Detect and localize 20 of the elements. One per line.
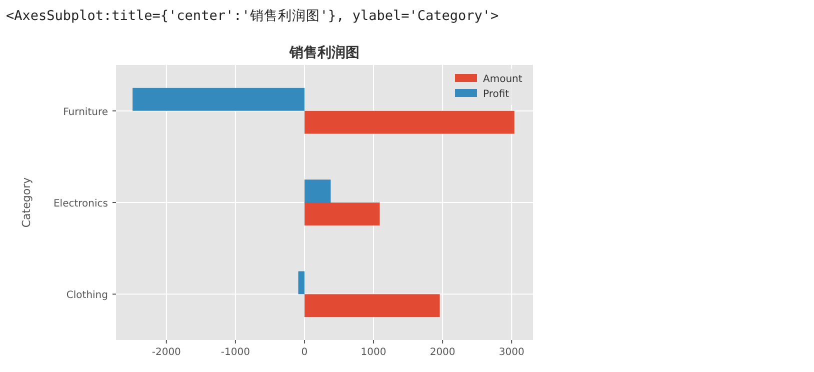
bar — [304, 294, 440, 318]
legend-label: Amount — [483, 74, 522, 85]
x-tick-label: 2000 — [430, 347, 456, 358]
y-tick-label: Clothing — [66, 290, 108, 302]
legend-label: Profit — [483, 89, 510, 100]
bar — [304, 110, 514, 134]
x-tick-label: -1000 — [220, 347, 250, 358]
text: <AxesSubplot:title={'center':'销售利润图'}, ylabel='Category'> — [6, 8, 499, 24]
x-tick-label: 3000 — [498, 347, 524, 358]
x-tick-label: 1000 — [360, 347, 386, 358]
bar — [304, 180, 331, 202]
chart-title: 销售利润图 — [288, 44, 360, 61]
x-tick-label: 0 — [301, 347, 308, 358]
x-tick-label: -2000 — [152, 347, 181, 358]
y-tick-label: Electronics — [53, 198, 108, 210]
y-tick-label: Furniture — [63, 106, 108, 118]
bar — [132, 88, 304, 111]
y-axis-title: Category — [20, 176, 33, 228]
bar — [298, 271, 304, 294]
bar — [304, 202, 380, 226]
